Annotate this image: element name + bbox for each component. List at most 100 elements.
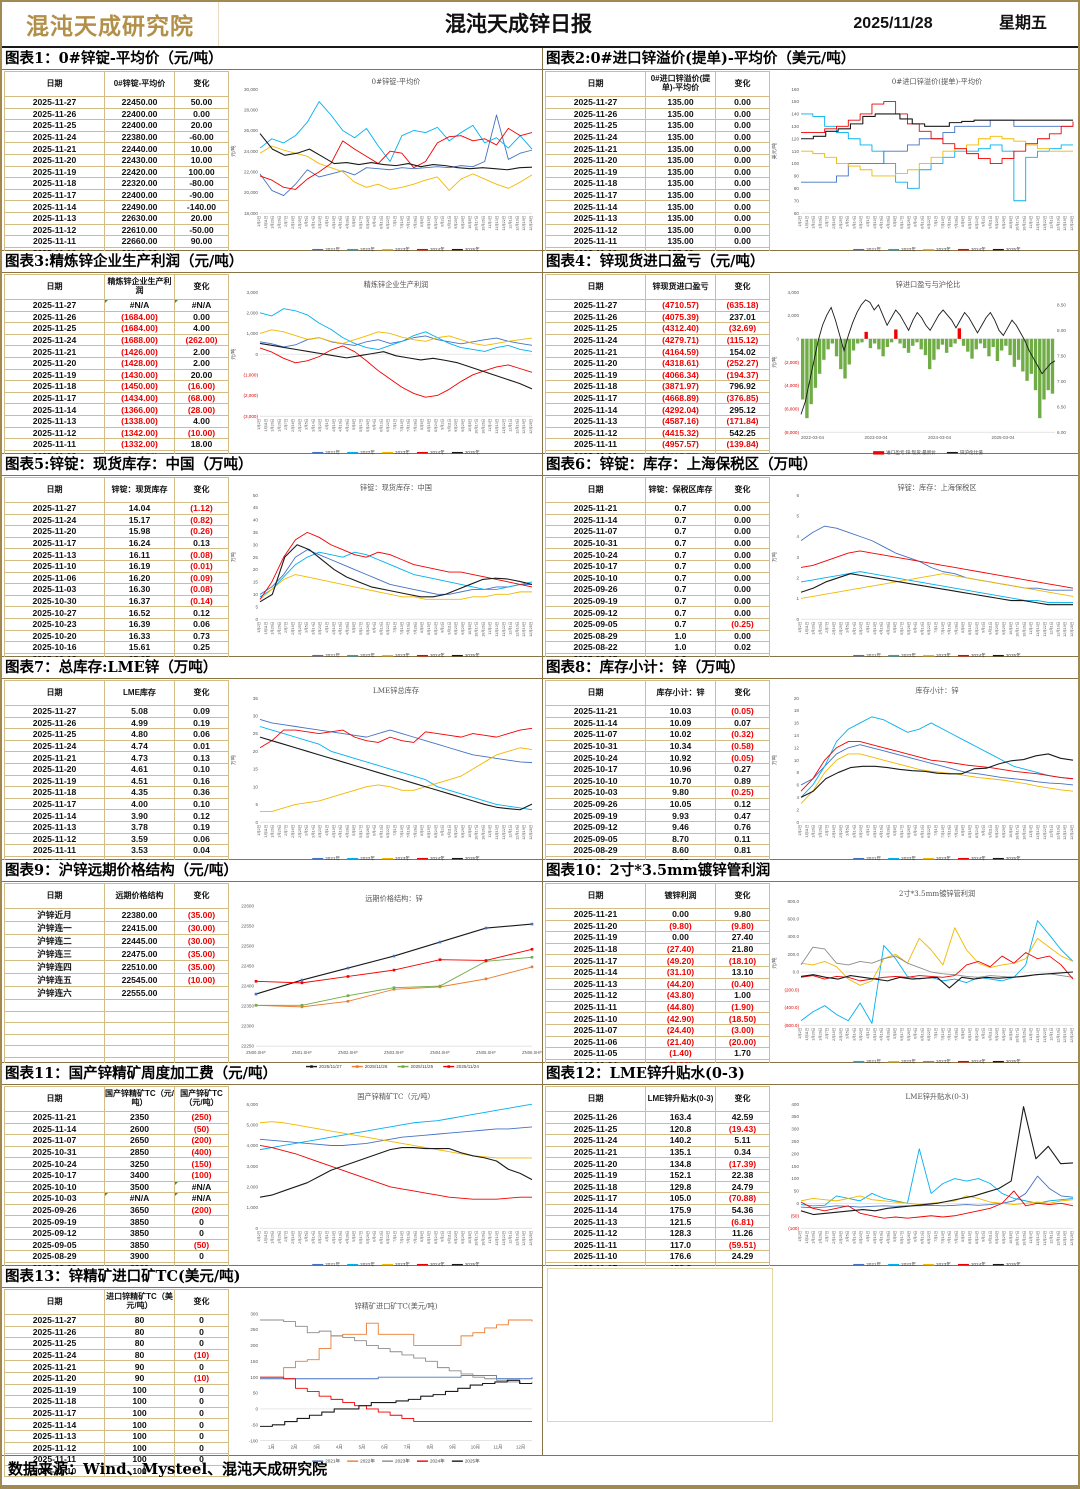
date-cell: 2025-11-21	[4, 1111, 105, 1124]
value-cell: (4066.34)	[645, 368, 716, 382]
svg-text:11月4日: 11月4日	[1028, 216, 1033, 229]
table-panel: 日期 LME库存 变化 2025-11-27 5.08 0.09 2025-11-26 4.9…	[2, 679, 230, 869]
svg-text:8月24日: 8月24日	[974, 216, 979, 229]
svg-text:2月7日: 2月7日	[824, 1231, 829, 1242]
svg-text:1月20日: 1月20日	[811, 1028, 816, 1041]
date-cell: 2025-10-31	[545, 536, 646, 550]
svg-text:12月28日: 12月28日	[528, 419, 533, 434]
table-row: 2025-11-12 128.3 11.26	[545, 1226, 770, 1240]
svg-text:4: 4	[796, 795, 799, 800]
change-cell: (0.08)	[174, 583, 229, 596]
section-title: 图表3:精炼锌企业生产利润（元/吨）	[2, 251, 542, 273]
svg-text:12月19日: 12月19日	[1062, 825, 1067, 840]
chart-panel: 库存小计：锌 20 18 16 14 12 10 8 6 4 2 0 万吨 1月2日 1月11日 1月20日 1…	[771, 679, 1078, 869]
value-cell: (4668.89)	[645, 391, 716, 405]
svg-text:2月25日: 2月25日	[297, 825, 302, 838]
value-cell: (1338.00)	[104, 414, 175, 428]
date-cell: 2025-10-23	[4, 617, 105, 631]
svg-text:5月26日: 5月26日	[906, 216, 911, 229]
change-cell: 54.36	[715, 1203, 770, 1217]
value-cell: 22660.00	[104, 235, 175, 248]
svg-text:1月11日: 1月11日	[263, 622, 268, 635]
value-cell: (4075.39)	[645, 310, 716, 324]
column-header: 变化	[174, 883, 229, 909]
table-row	[4, 1022, 229, 1035]
table-row: 2025-11-14 0.7 0.00	[545, 513, 770, 527]
change-cell: 42.59	[715, 1111, 770, 1124]
date-cell: 2025-10-17	[4, 1168, 105, 1182]
change-cell: 0	[174, 1395, 229, 1408]
svg-text:4月: 4月	[336, 1445, 343, 1451]
date-cell: 2025-11-19	[545, 165, 646, 179]
table-row: 2025-10-17 0.7 0.00	[545, 559, 770, 573]
table-row: 2025-11-26 22400.00 0.00	[4, 107, 229, 121]
date-cell: 2025-11-14	[545, 200, 646, 213]
value-cell: 0.7	[645, 536, 716, 550]
svg-text:5月17日: 5月17日	[358, 622, 363, 635]
change-cell: (28.00)	[174, 403, 229, 416]
svg-text:(4,000): (4,000)	[784, 383, 799, 388]
value-cell: 5.08	[104, 705, 175, 718]
change-cell: 796.92	[715, 380, 770, 393]
svg-text:7月: 7月	[404, 1445, 411, 1451]
date-cell: 2025-11-17	[545, 1192, 646, 1205]
svg-text:2月16日: 2月16日	[290, 419, 295, 432]
column-header: 锌锭：现货库存	[104, 477, 175, 503]
change-cell: 0.12	[174, 606, 229, 619]
table-panel: 日期 精炼锌企业生产利润 变化 2025-11-27 #N/A #N/A 2025-11-2…	[2, 273, 230, 463]
svg-text:6月4日: 6月4日	[372, 216, 377, 227]
svg-text:2月: 2月	[291, 1445, 298, 1451]
table-row: 2025-10-17 10.96 0.27	[545, 762, 770, 776]
table-row: 2025-11-13 (44.20) (0.40)	[545, 977, 770, 991]
svg-text:(2,000): (2,000)	[243, 393, 258, 398]
svg-text:3月23日: 3月23日	[858, 1028, 863, 1041]
table-row: 2025-11-10 (42.90) (18.50)	[545, 1012, 770, 1025]
svg-text:10月26日: 10月26日	[1021, 216, 1026, 231]
svg-text:15: 15	[253, 580, 259, 585]
svg-text:5月17日: 5月17日	[899, 216, 904, 229]
svg-text:6月13日: 6月13日	[919, 622, 924, 635]
value-cell: 100	[104, 1418, 175, 1431]
date-cell: 2025-11-24	[545, 333, 646, 347]
change-cell: 0	[174, 1226, 229, 1240]
svg-text:8月6日: 8月6日	[960, 1028, 965, 1039]
change-cell: 0	[174, 1325, 229, 1339]
date-cell: 2025-11-07	[545, 525, 646, 538]
svg-text:7月19日: 7月19日	[947, 622, 952, 635]
svg-text:8月24日: 8月24日	[433, 622, 438, 635]
svg-text:12月28日: 12月28日	[1069, 1028, 1074, 1043]
svg-text:150: 150	[791, 99, 799, 104]
svg-text:2月7日: 2月7日	[283, 216, 288, 227]
date-cell: 2025-11-07	[545, 728, 646, 741]
svg-text:5月17日: 5月17日	[899, 1231, 904, 1244]
svg-text:4月10日: 4月10日	[872, 216, 877, 229]
svg-text:11月13日: 11月13日	[1035, 1231, 1040, 1246]
svg-text:3月5日: 3月5日	[304, 216, 309, 227]
svg-text:7月10日: 7月10日	[940, 622, 945, 635]
svg-text:12月10日: 12月10日	[1055, 216, 1060, 231]
svg-text:2023年: 2023年	[395, 652, 410, 659]
column-header: 精炼锌企业生产利润	[104, 274, 175, 300]
table-row: 2025-09-12 9.46 0.76	[545, 820, 770, 834]
table-row: 2025-11-21 4.73 0.13	[4, 751, 229, 764]
svg-text:2021年: 2021年	[866, 1058, 881, 1065]
table-row: 沪锌连一 22415.00 (30.00)	[4, 921, 229, 935]
svg-text:4月1日: 4月1日	[324, 825, 329, 836]
svg-text:4月10日: 4月10日	[331, 419, 336, 432]
change-cell: 24.29	[715, 1250, 770, 1263]
table-row: 2025-11-14 135.00 0.00	[545, 200, 770, 213]
value-cell: 0.7	[645, 594, 716, 608]
table-row: 2025-11-06 16.20 (0.09)	[4, 571, 229, 585]
date-cell: 2025-11-10	[545, 1012, 646, 1025]
table-row: 2025-11-18 100 0	[4, 1395, 229, 1408]
value-cell: 10.92	[645, 751, 716, 764]
table-row: 2025-11-25 120.8 (19.43)	[545, 1122, 770, 1136]
date-cell: 2025-10-17	[545, 559, 646, 573]
svg-text:-100: -100	[249, 1438, 259, 1443]
value-cell: 128.3	[645, 1226, 716, 1240]
change-cell: 0.12	[715, 797, 770, 811]
table-row: 沪锌连三 22475.00 (35.00)	[4, 947, 229, 961]
change-cell: (1.12)	[174, 502, 229, 515]
table-row: 2025-11-13 121.5 (6.81)	[545, 1215, 770, 1228]
